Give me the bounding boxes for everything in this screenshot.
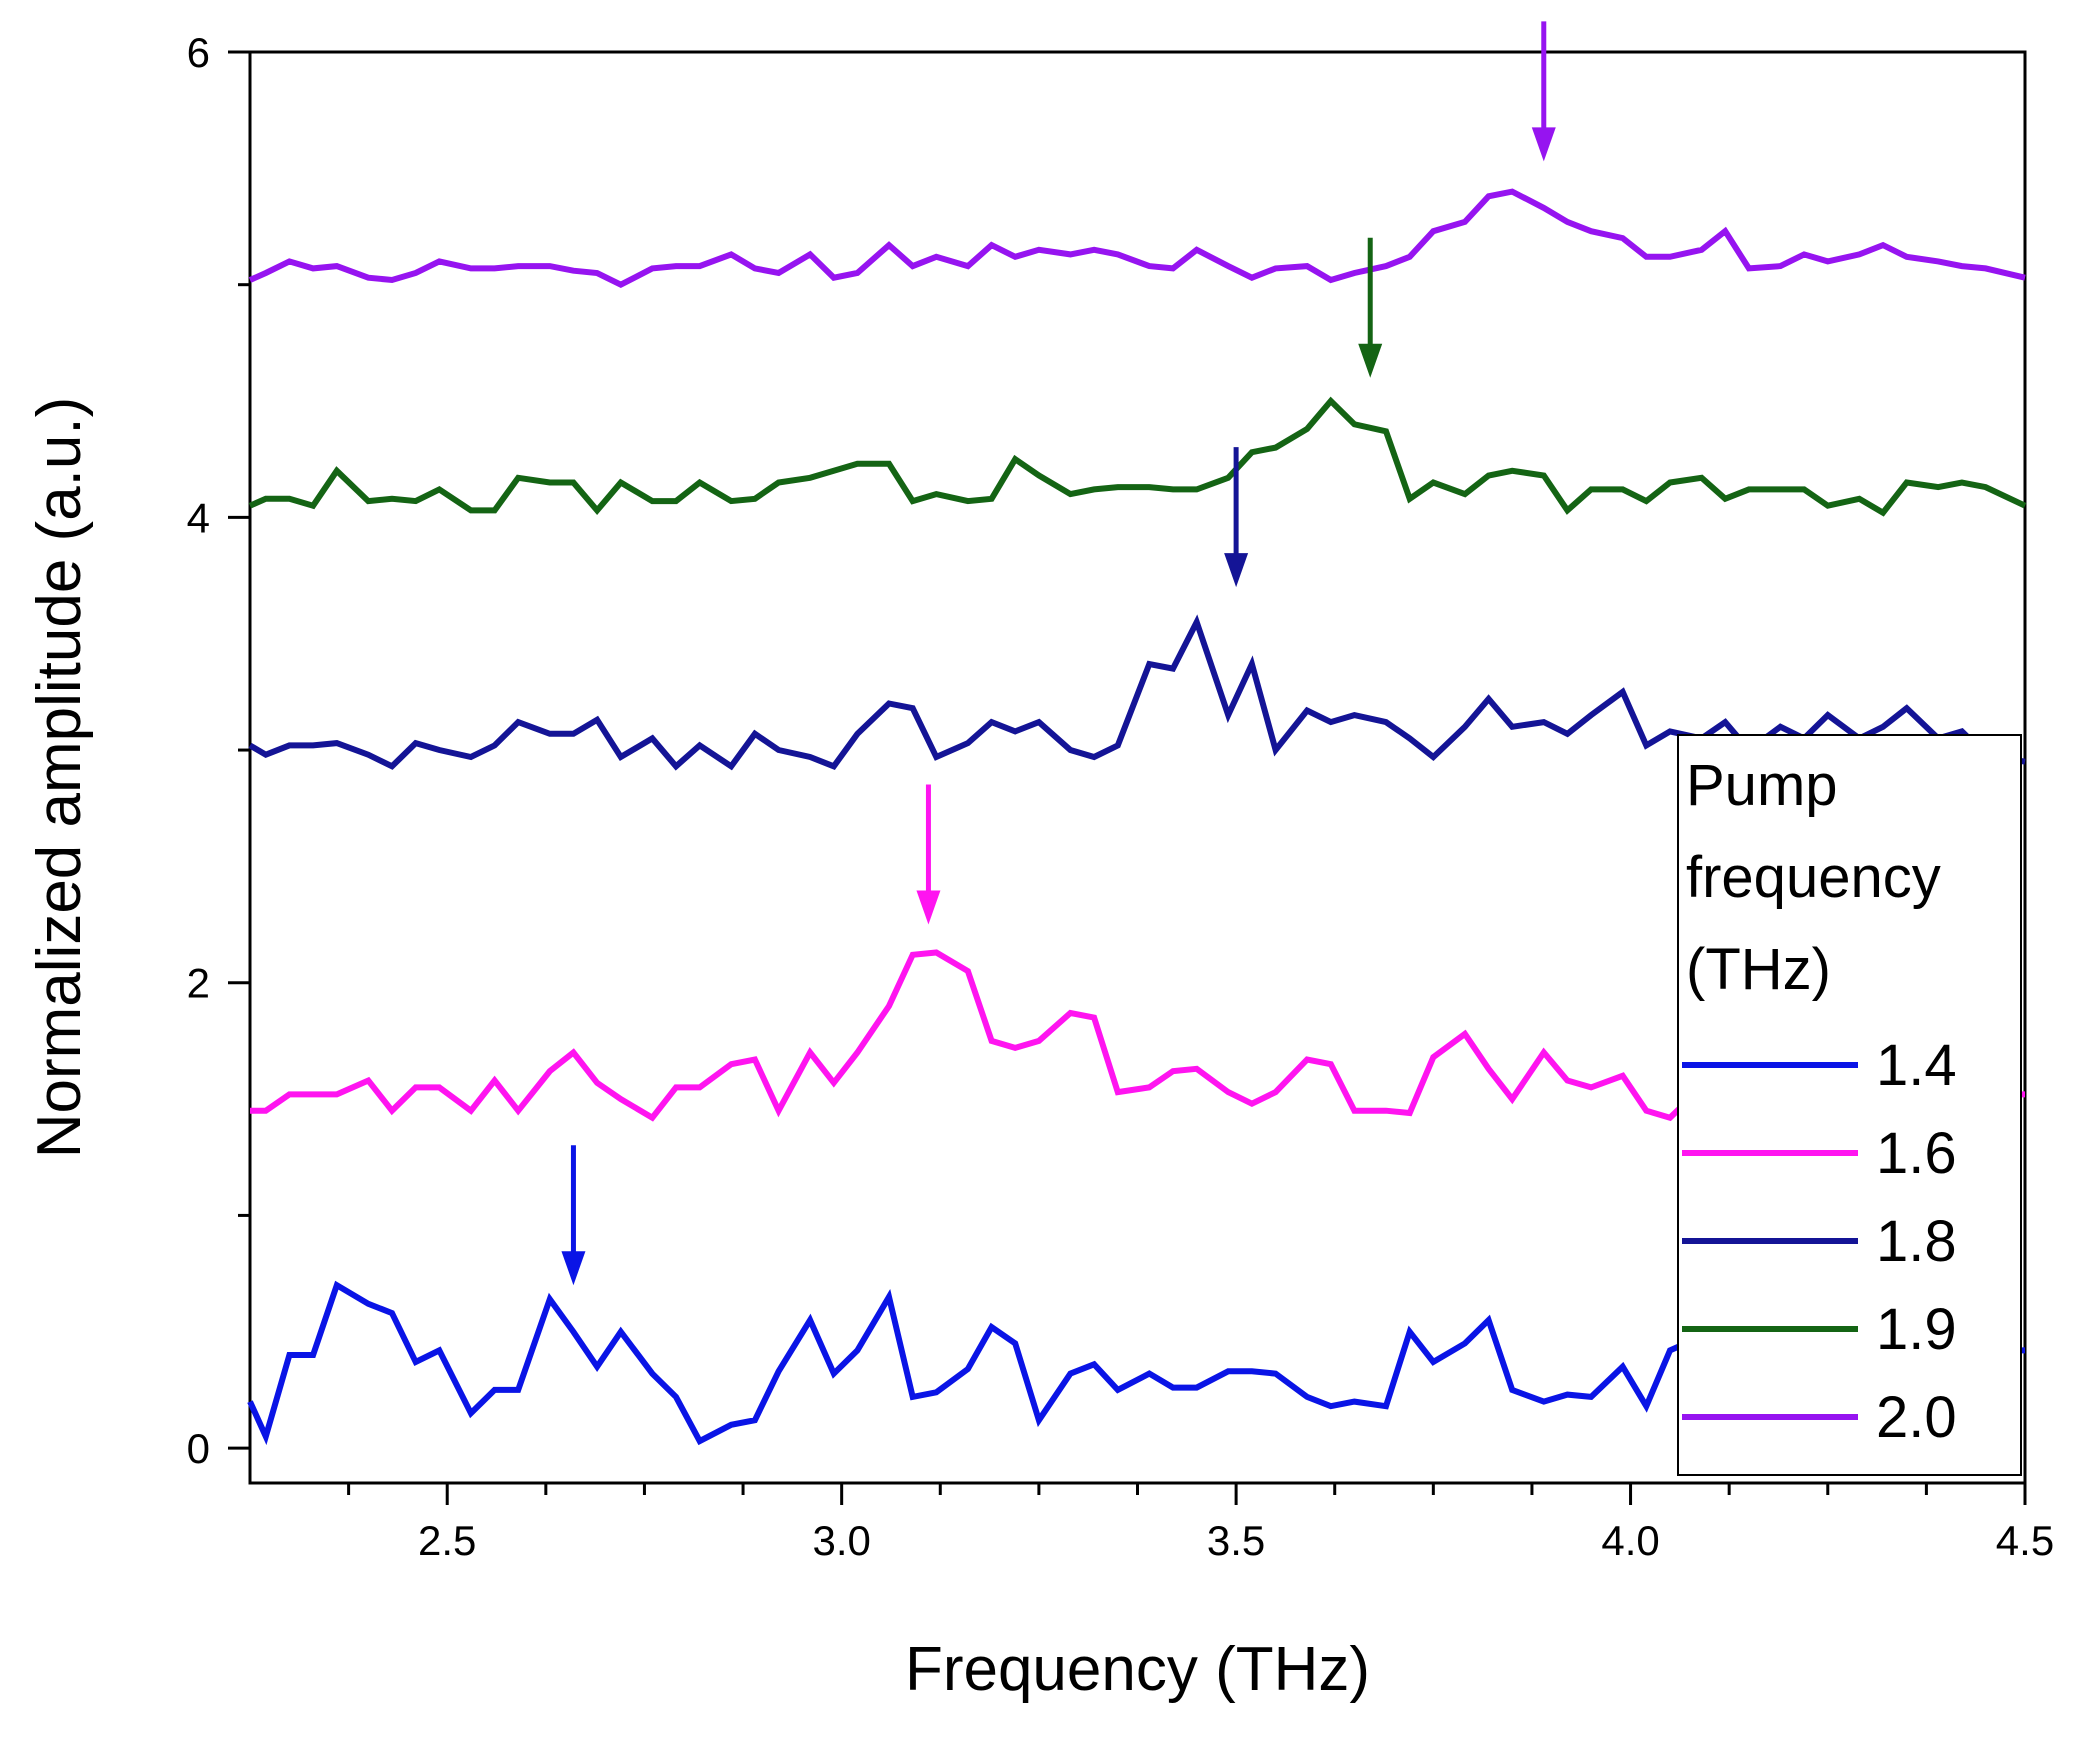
legend-label: 1.4 (1876, 1033, 1957, 1098)
legend: Pump frequency (THz) 1.4 1.6 1.8 1.9 2.0 (1677, 734, 2022, 1476)
peak-arrow-1.9 (1358, 237, 1383, 378)
legend-title-line-3: (THz) (1686, 937, 1831, 1002)
y-tick-label: 0 (187, 1425, 210, 1472)
legend-label: 2.0 (1876, 1385, 1957, 1450)
series-line-2.0 (248, 188, 2026, 289)
x-axis-title: Frequency (THz) (905, 1635, 1370, 1704)
peak-arrows (561, 21, 1556, 1286)
peak-arrow-1.4 (561, 1145, 586, 1286)
x-tick-label: 2.5 (418, 1517, 476, 1564)
legend-label: 1.6 (1876, 1121, 1957, 1186)
y-tick-label: 4 (187, 494, 210, 541)
y-axis-title: Normalized amplitude (a.u.) (25, 397, 94, 1159)
y-axis: 0 2 4 6 (187, 29, 250, 1472)
x-axis: 2.5 3.0 3.5 4.0 4.5 (347, 1483, 2054, 1564)
x-tick-label: 4.5 (1996, 1517, 2054, 1564)
x-tick-label: 3.0 (812, 1517, 870, 1564)
y-tick-label: 2 (187, 960, 210, 1007)
peak-arrow-2.0 (1531, 21, 1556, 162)
series-line-1.8 (248, 614, 2026, 771)
series-line-1.9 (248, 396, 2027, 517)
legend-item-2.0: 2.0 (1682, 1385, 1957, 1450)
legend-items: 1.4 1.6 1.8 1.9 2.0 (1682, 1033, 1957, 1450)
legend-title-line-1: Pump (1686, 753, 1838, 818)
legend-item-1.6: 1.6 (1682, 1121, 1957, 1186)
legend-title-line-2: frequency (1686, 845, 1941, 910)
peak-arrow-1.8 (1224, 447, 1249, 588)
x-tick-label: 3.5 (1207, 1517, 1265, 1564)
legend-item-1.8: 1.8 (1682, 1209, 1957, 1274)
x-tick-label: 4.0 (1601, 1517, 1659, 1564)
legend-box (1677, 734, 2022, 1476)
legend-item-1.4: 1.4 (1682, 1033, 1957, 1098)
legend-item-1.9: 1.9 (1682, 1297, 1957, 1362)
legend-label: 1.8 (1876, 1209, 1957, 1274)
peak-arrow-1.6 (916, 784, 941, 925)
legend-label: 1.9 (1876, 1297, 1957, 1362)
y-tick-label: 6 (187, 29, 210, 76)
